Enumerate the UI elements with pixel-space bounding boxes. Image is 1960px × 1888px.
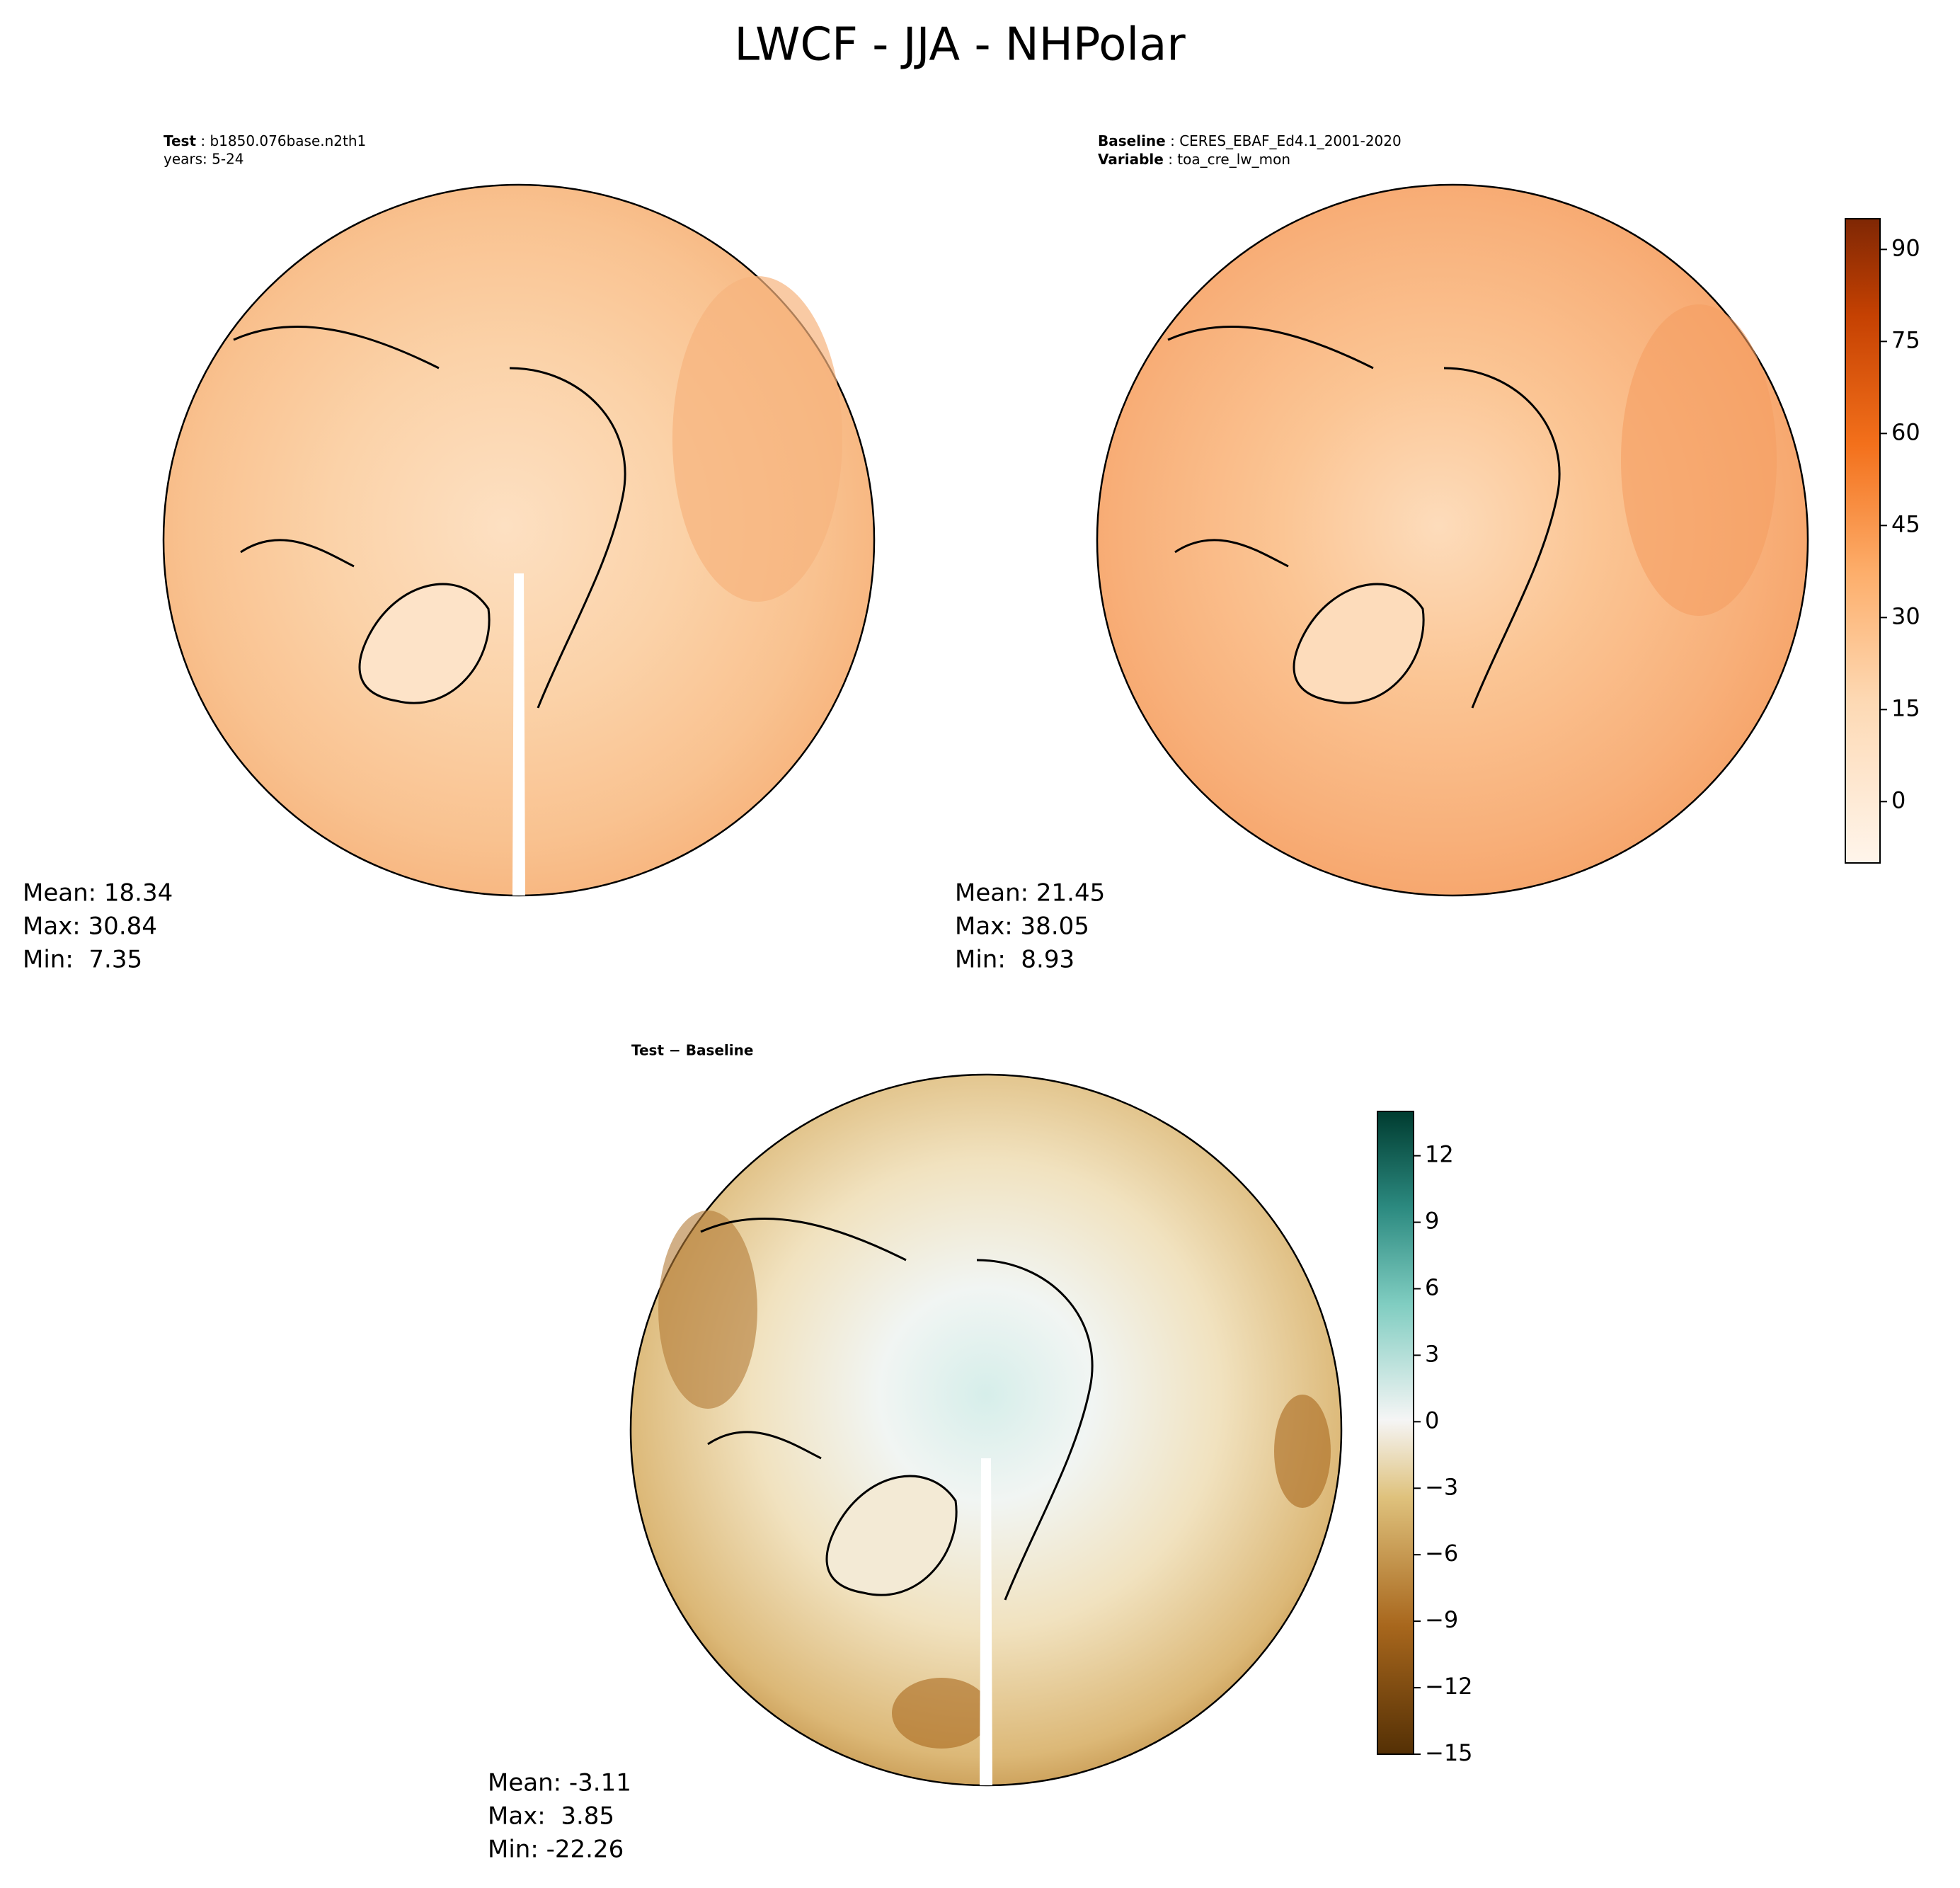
- tick-label: −9: [1425, 1606, 1458, 1633]
- map-baseline: [1096, 183, 1809, 897]
- tick-label: 9: [1425, 1208, 1439, 1235]
- stat-text: Mean: 21.45: [955, 879, 1105, 908]
- stat-text: Max: 3.85: [488, 1802, 614, 1831]
- tick-label: 0: [1891, 786, 1905, 813]
- colorbar: [1377, 1111, 1414, 1755]
- stat-text: Min: 7.35: [23, 946, 142, 974]
- panel-header: Test − Baseline: [631, 1042, 753, 1059]
- stat-text: Max: 30.84: [23, 912, 157, 941]
- header-label: Variable: [1098, 151, 1164, 168]
- colorbar: [1845, 218, 1881, 864]
- stat-text: Mean: 18.34: [23, 879, 173, 908]
- panel-header: Test : b1850.076base.n2th1: [164, 132, 366, 149]
- tick-label: 15: [1891, 694, 1920, 721]
- tick-label: 45: [1891, 510, 1920, 537]
- tick-label: −3: [1425, 1473, 1458, 1500]
- header-value: b1850.076base.n2th1: [210, 132, 366, 149]
- header-sep: :: [1164, 151, 1177, 168]
- tick-label: −6: [1425, 1540, 1458, 1567]
- tick-label: 3: [1425, 1340, 1439, 1367]
- stat-text: Mean: -3.11: [488, 1769, 631, 1797]
- header-sep: :: [1166, 132, 1179, 149]
- tick-label: 30: [1891, 602, 1920, 629]
- tick-label: 0: [1425, 1407, 1439, 1434]
- tick-label: 75: [1891, 326, 1920, 353]
- tick-label: −15: [1425, 1739, 1473, 1766]
- header-sep: :: [196, 132, 210, 149]
- tick-label: 12: [1425, 1141, 1454, 1168]
- header-label: Baseline: [1098, 132, 1166, 149]
- tick-label: 90: [1891, 234, 1920, 261]
- tick-label: −12: [1425, 1673, 1473, 1700]
- panel-header: years: 5-24: [164, 151, 244, 168]
- panel-header: Variable : toa_cre_lw_mon: [1098, 151, 1290, 168]
- tick-label: 60: [1891, 418, 1920, 445]
- figure-title: LWCF - JJA - NHPolar: [734, 19, 1186, 71]
- map-test: [162, 183, 876, 897]
- stat-text: Max: 38.05: [955, 912, 1089, 941]
- header-value: CERES_EBAF_Ed4.1_2001-2020: [1179, 132, 1402, 149]
- panel-header: Baseline : CERES_EBAF_Ed4.1_2001-2020: [1098, 132, 1402, 149]
- tick-label: 6: [1425, 1274, 1439, 1300]
- header-label: Test: [164, 132, 196, 149]
- stat-text: Min: -22.26: [488, 1836, 624, 1864]
- header-value: toa_cre_lw_mon: [1177, 151, 1290, 168]
- map-difference: [629, 1073, 1343, 1787]
- stat-text: Min: 8.93: [955, 946, 1074, 974]
